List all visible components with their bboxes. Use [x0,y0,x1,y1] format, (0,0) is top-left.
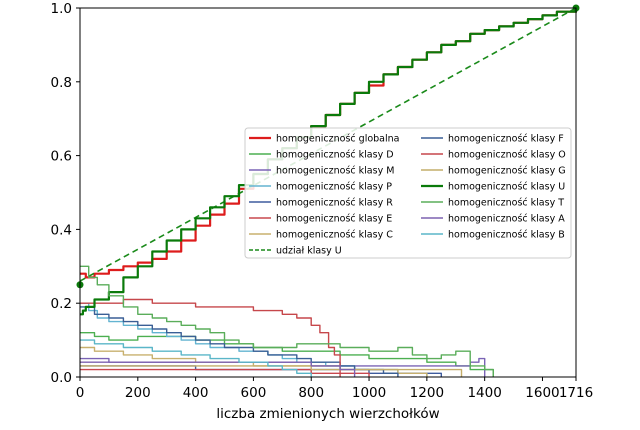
series-layer [76,4,580,377]
plot-area-frame [79,7,577,378]
x-tick-label: 1000 [352,385,386,401]
series-line-9 [80,298,341,377]
x-tick-label: 0 [76,385,85,401]
legend-label: homogeniczność klasy T [448,198,564,209]
legend-label: homogeniczność klasy M [276,166,394,177]
x-tick-label: 1716 [559,385,593,401]
axis-ticks: 0 200 400 600 800 1000 1200 1400 1600 1716 0.0 0.2 0… [51,1,594,401]
legend: homogeniczność globalna homogeniczność kl… [244,127,572,259]
legend-label: homogeniczność globalna [276,134,400,145]
x-tick-label: 1400 [467,385,501,401]
x-tick-label: 600 [241,385,267,401]
series-line-14 [80,339,312,377]
legend-label: homogeniczność klasy F [448,134,564,145]
y-tick-label: 0.2 [51,296,72,312]
x-tick-label: 1200 [410,385,444,401]
x-axis-label: liczba zmienionych wierzchołków [216,406,439,422]
x-tick-label: 400 [183,385,209,401]
legend-label: homogeniczność klasy R [276,198,393,209]
legend-label: homogeniczność klasy U [448,182,565,193]
y-tick-label: 0.4 [51,222,72,238]
legend-label: homogeniczność klasy G [448,166,566,177]
legend-label: homogeniczność klasy O [448,150,566,161]
y-tick-label: 0.6 [51,149,72,165]
series-line-4 [80,365,442,377]
x-tick-label: 800 [298,385,324,401]
y-tick-label: 0.0 [51,370,72,386]
y-tick-label: 1.0 [51,1,72,17]
series-line-12 [80,265,494,377]
series-line-5 [80,368,370,377]
legend-label: homogeniczność klasy P [276,182,392,193]
legend-label: homogeniczność klasy C [276,230,393,241]
legend-label: homogeniczność klasy D [276,150,394,161]
legend-label: homogeniczność klasy E [276,214,392,225]
x-tick-label: 1600 [525,385,559,401]
legend-label: homogeniczność klasy B [448,230,565,241]
legend-box [244,127,572,259]
legend-label: udział klasy U [276,246,342,257]
series-line-10 [80,365,463,377]
y-tick-label: 0.8 [51,75,72,91]
legend-label: homogeniczność klasy A [448,214,565,225]
x-tick-label: 200 [125,385,151,401]
series-line-11 [80,8,578,316]
series-line-8 [80,306,399,377]
